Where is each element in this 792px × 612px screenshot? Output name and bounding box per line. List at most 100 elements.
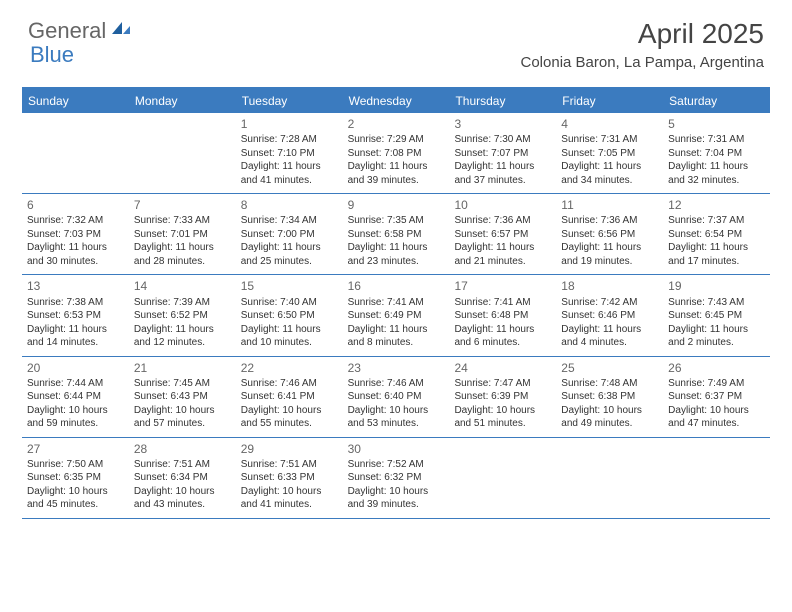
day-cell: 7Sunrise: 7:33 AMSunset: 7:01 PMDaylight… xyxy=(129,194,236,274)
day-cell: 12Sunrise: 7:37 AMSunset: 6:54 PMDayligh… xyxy=(663,194,770,274)
day-number: 24 xyxy=(454,360,551,376)
day-cell: 9Sunrise: 7:35 AMSunset: 6:58 PMDaylight… xyxy=(343,194,450,274)
sunrise-line: Sunrise: 7:47 AM xyxy=(454,377,551,391)
sunrise-line: Sunrise: 7:51 AM xyxy=(241,458,338,472)
day-header-thursday: Thursday xyxy=(449,89,556,113)
sunrise-line: Sunrise: 7:32 AM xyxy=(27,214,124,228)
day-cell: 21Sunrise: 7:45 AMSunset: 6:43 PMDayligh… xyxy=(129,357,236,437)
sunrise-line: Sunrise: 7:34 AM xyxy=(241,214,338,228)
day-number: 28 xyxy=(134,441,231,457)
daylight-line: Daylight: 11 hours and 12 minutes. xyxy=(134,323,231,350)
daylight-line: Daylight: 11 hours and 19 minutes. xyxy=(561,241,658,268)
sunrise-line: Sunrise: 7:41 AM xyxy=(454,296,551,310)
sunset-line: Sunset: 6:32 PM xyxy=(348,471,445,485)
sunset-line: Sunset: 7:01 PM xyxy=(134,228,231,242)
sunset-line: Sunset: 6:48 PM xyxy=(454,309,551,323)
week-row: 1Sunrise: 7:28 AMSunset: 7:10 PMDaylight… xyxy=(22,113,770,194)
day-cell: 16Sunrise: 7:41 AMSunset: 6:49 PMDayligh… xyxy=(343,275,450,355)
daylight-line: Daylight: 10 hours and 41 minutes. xyxy=(241,485,338,512)
day-header-friday: Friday xyxy=(556,89,663,113)
day-cell: 3Sunrise: 7:30 AMSunset: 7:07 PMDaylight… xyxy=(449,113,556,193)
sunset-line: Sunset: 7:03 PM xyxy=(27,228,124,242)
day-number: 21 xyxy=(134,360,231,376)
daylight-line: Daylight: 11 hours and 10 minutes. xyxy=(241,323,338,350)
sunset-line: Sunset: 6:40 PM xyxy=(348,390,445,404)
daylight-line: Daylight: 11 hours and 4 minutes. xyxy=(561,323,658,350)
day-header-sunday: Sunday xyxy=(22,89,129,113)
day-number: 17 xyxy=(454,278,551,294)
sunrise-line: Sunrise: 7:49 AM xyxy=(668,377,765,391)
sunrise-line: Sunrise: 7:30 AM xyxy=(454,133,551,147)
daylight-line: Daylight: 10 hours and 55 minutes. xyxy=(241,404,338,431)
day-number: 15 xyxy=(241,278,338,294)
week-row: 13Sunrise: 7:38 AMSunset: 6:53 PMDayligh… xyxy=(22,275,770,356)
day-number: 10 xyxy=(454,197,551,213)
sunset-line: Sunset: 6:50 PM xyxy=(241,309,338,323)
day-number: 4 xyxy=(561,116,658,132)
sunrise-line: Sunrise: 7:45 AM xyxy=(134,377,231,391)
daylight-line: Daylight: 11 hours and 37 minutes. xyxy=(454,160,551,187)
day-cell: 11Sunrise: 7:36 AMSunset: 6:56 PMDayligh… xyxy=(556,194,663,274)
sunset-line: Sunset: 6:38 PM xyxy=(561,390,658,404)
sunset-line: Sunset: 6:37 PM xyxy=(668,390,765,404)
day-number: 5 xyxy=(668,116,765,132)
daylight-line: Daylight: 11 hours and 34 minutes. xyxy=(561,160,658,187)
sunrise-line: Sunrise: 7:33 AM xyxy=(134,214,231,228)
day-number: 27 xyxy=(27,441,124,457)
daylight-line: Daylight: 10 hours and 51 minutes. xyxy=(454,404,551,431)
day-cell: 30Sunrise: 7:52 AMSunset: 6:32 PMDayligh… xyxy=(343,438,450,518)
sunset-line: Sunset: 6:35 PM xyxy=(27,471,124,485)
sunset-line: Sunset: 6:33 PM xyxy=(241,471,338,485)
day-cell: 10Sunrise: 7:36 AMSunset: 6:57 PMDayligh… xyxy=(449,194,556,274)
day-header-wednesday: Wednesday xyxy=(343,89,450,113)
sunrise-line: Sunrise: 7:48 AM xyxy=(561,377,658,391)
sunset-line: Sunset: 7:05 PM xyxy=(561,147,658,161)
sunrise-line: Sunrise: 7:46 AM xyxy=(348,377,445,391)
sunset-line: Sunset: 6:56 PM xyxy=(561,228,658,242)
day-number: 22 xyxy=(241,360,338,376)
sunset-line: Sunset: 7:10 PM xyxy=(241,147,338,161)
day-number: 6 xyxy=(27,197,124,213)
daylight-line: Daylight: 11 hours and 32 minutes. xyxy=(668,160,765,187)
logo-text-2: Blue xyxy=(30,42,74,68)
daylight-line: Daylight: 11 hours and 17 minutes. xyxy=(668,241,765,268)
sunset-line: Sunset: 6:39 PM xyxy=(454,390,551,404)
day-number: 23 xyxy=(348,360,445,376)
sunrise-line: Sunrise: 7:39 AM xyxy=(134,296,231,310)
daylight-line: Daylight: 11 hours and 14 minutes. xyxy=(27,323,124,350)
sunset-line: Sunset: 6:41 PM xyxy=(241,390,338,404)
empty-cell xyxy=(22,113,129,193)
week-row: 27Sunrise: 7:50 AMSunset: 6:35 PMDayligh… xyxy=(22,438,770,519)
daylight-line: Daylight: 10 hours and 47 minutes. xyxy=(668,404,765,431)
sunset-line: Sunset: 7:04 PM xyxy=(668,147,765,161)
sunrise-line: Sunrise: 7:31 AM xyxy=(668,133,765,147)
sunset-line: Sunset: 6:49 PM xyxy=(348,309,445,323)
sunrise-line: Sunrise: 7:37 AM xyxy=(668,214,765,228)
sunset-line: Sunset: 6:57 PM xyxy=(454,228,551,242)
empty-cell xyxy=(129,113,236,193)
daylight-line: Daylight: 11 hours and 6 minutes. xyxy=(454,323,551,350)
day-number: 19 xyxy=(668,278,765,294)
daylight-line: Daylight: 11 hours and 30 minutes. xyxy=(27,241,124,268)
sunset-line: Sunset: 7:07 PM xyxy=(454,147,551,161)
sunrise-line: Sunrise: 7:35 AM xyxy=(348,214,445,228)
sunrise-line: Sunrise: 7:51 AM xyxy=(134,458,231,472)
sunset-line: Sunset: 6:46 PM xyxy=(561,309,658,323)
sunset-line: Sunset: 6:34 PM xyxy=(134,471,231,485)
day-cell: 13Sunrise: 7:38 AMSunset: 6:53 PMDayligh… xyxy=(22,275,129,355)
day-number: 30 xyxy=(348,441,445,457)
day-cell: 18Sunrise: 7:42 AMSunset: 6:46 PMDayligh… xyxy=(556,275,663,355)
day-cell: 1Sunrise: 7:28 AMSunset: 7:10 PMDaylight… xyxy=(236,113,343,193)
day-number: 3 xyxy=(454,116,551,132)
day-header-monday: Monday xyxy=(129,89,236,113)
daylight-line: Daylight: 11 hours and 23 minutes. xyxy=(348,241,445,268)
sunset-line: Sunset: 6:52 PM xyxy=(134,309,231,323)
day-cell: 14Sunrise: 7:39 AMSunset: 6:52 PMDayligh… xyxy=(129,275,236,355)
empty-cell xyxy=(449,438,556,518)
title-block: April 2025 Colonia Baron, La Pampa, Arge… xyxy=(521,18,765,71)
day-cell: 22Sunrise: 7:46 AMSunset: 6:41 PMDayligh… xyxy=(236,357,343,437)
daylight-line: Daylight: 11 hours and 21 minutes. xyxy=(454,241,551,268)
day-number: 2 xyxy=(348,116,445,132)
logo-text-1: General xyxy=(28,18,106,44)
header: General April 2025 Colonia Baron, La Pam… xyxy=(0,0,792,79)
